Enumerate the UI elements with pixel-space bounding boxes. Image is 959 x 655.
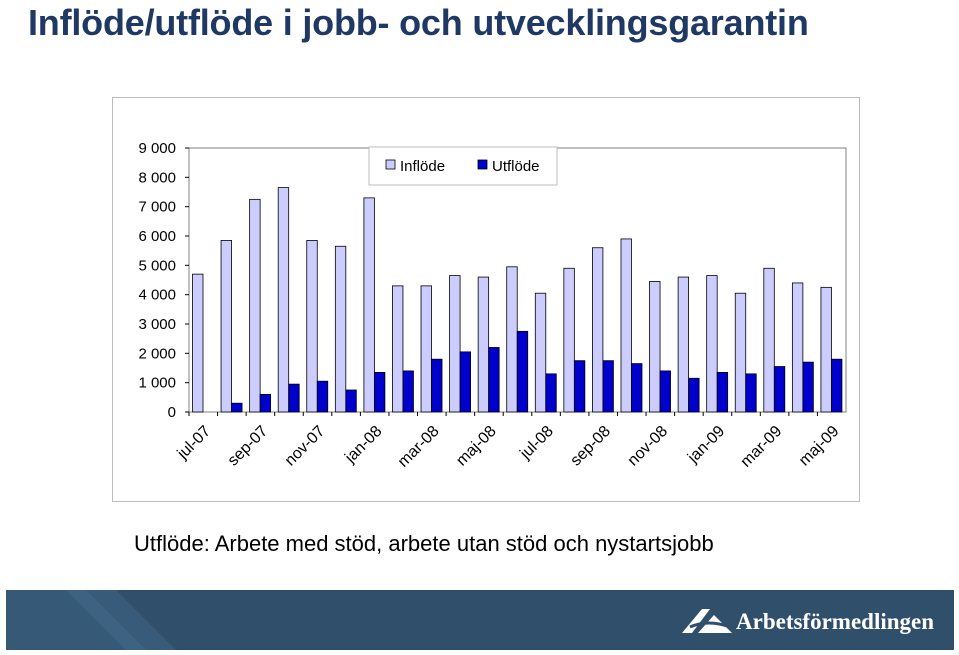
y-tick-label: 6 000 <box>138 228 176 245</box>
bar-inflode <box>477 276 490 413</box>
legend-swatch <box>385 159 396 170</box>
bar-utflode <box>373 371 386 413</box>
bar-chart: 0 1 000 2 000 3 000 4 000 5 000 6 000 7 000 8 00… <box>138 140 847 471</box>
bar-utflode <box>316 380 329 413</box>
x-tick-label: sep-08 <box>567 423 614 470</box>
bar-utflode <box>259 393 272 413</box>
bar-inflode <box>249 198 261 413</box>
y-tick-label: 5 000 <box>138 257 176 274</box>
bar-utflode <box>716 371 729 413</box>
bar-utflode <box>602 360 614 413</box>
bar-utflode <box>773 366 786 413</box>
bar-inflode <box>392 285 404 413</box>
x-tick-label: nov-07 <box>282 423 329 470</box>
bar-utflode <box>831 358 843 413</box>
bar-utflode <box>431 358 443 413</box>
bar-utflode <box>745 373 757 413</box>
y-tick-label: 7 000 <box>138 199 176 216</box>
bar-inflode <box>449 275 461 413</box>
bar-inflode <box>706 275 718 413</box>
bar-inflode <box>277 187 290 413</box>
x-tick-label: jul-07 <box>174 423 214 463</box>
x-tick-label: maj-08 <box>453 423 500 470</box>
slide-title: Inflöde/utflöde i jobb- och utvecklingsg… <box>28 2 809 43</box>
chart-caption: Utflöde: Arbete med stöd, arbete utan st… <box>134 531 714 556</box>
bar-inflode <box>306 239 318 413</box>
bar-utflode <box>345 389 357 413</box>
x-tick-label: jul-08 <box>516 423 556 463</box>
bar-utflode <box>545 373 557 413</box>
bar-inflode <box>734 292 747 413</box>
legend-swatch <box>477 159 488 170</box>
bar-utflode <box>459 351 471 413</box>
bar-utflode <box>288 383 300 413</box>
x-tick-label: jan-09 <box>684 423 728 467</box>
y-tick-label: 3 000 <box>138 316 176 333</box>
chart-frame: 0 1 000 2 000 3 000 4 000 5 000 6 000 7 000 8 00… <box>112 97 860 502</box>
bar-utflode <box>688 377 700 413</box>
bar-utflode <box>573 360 586 413</box>
x-tick-label: mar-09 <box>738 423 786 471</box>
legend-label: Inflöde <box>400 158 445 175</box>
bar-utflode <box>659 370 671 413</box>
x-tick-label: maj-09 <box>796 423 843 470</box>
y-tick-label: 9 000 <box>138 140 176 157</box>
bar-inflode <box>677 276 690 413</box>
bar-inflode <box>763 267 775 413</box>
bar-utflode <box>516 330 529 413</box>
bar-inflode <box>363 197 375 413</box>
bar-inflode <box>563 267 575 413</box>
y-tick-label: 8 000 <box>138 169 176 186</box>
bar-inflode <box>420 285 432 413</box>
bar-utflode <box>631 363 643 413</box>
x-tick-label: jan-08 <box>341 423 385 467</box>
bar-inflode <box>334 245 347 413</box>
legend-box <box>368 146 558 186</box>
bar-inflode <box>192 273 204 413</box>
bar-inflode <box>220 239 232 413</box>
y-tick-label: 2 000 <box>138 345 176 362</box>
bar-inflode <box>534 292 547 413</box>
x-tick-label: sep-07 <box>225 423 272 470</box>
bar-inflode <box>620 238 632 413</box>
bar-inflode <box>592 247 604 413</box>
legend: Inflöde Utflöde <box>368 146 558 186</box>
bar-utflode <box>231 402 243 413</box>
bar-utflode <box>402 370 414 413</box>
arbetsformedlingen-logo-icon <box>682 609 732 633</box>
bar-inflode <box>820 286 832 413</box>
x-tick-label: nov-08 <box>625 423 672 470</box>
bar-utflode <box>802 361 814 413</box>
x-tick-label: mar-08 <box>395 423 443 471</box>
y-tick-label: 4 000 <box>138 287 176 304</box>
legend-label: Utflöde <box>492 158 540 175</box>
bar-inflode <box>506 266 518 413</box>
y-tick-label: 0 <box>168 404 176 421</box>
y-tick-label: 1 000 <box>138 375 176 392</box>
footer-decoration <box>6 590 176 650</box>
brand-name: Arbetsförmedlingen <box>736 609 935 634</box>
footer-band <box>6 590 954 650</box>
bar-utflode <box>488 347 500 413</box>
bar-inflode <box>649 281 661 413</box>
bar-inflode <box>791 282 804 413</box>
